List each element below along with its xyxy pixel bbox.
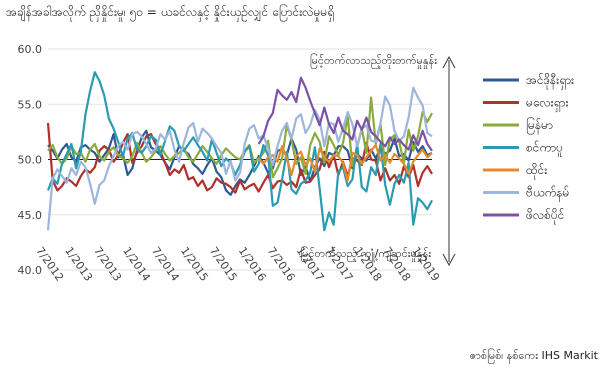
y-tick-label: 55.0 — [18, 98, 43, 111]
legend-label: အင်ဒိုနီးရှား — [526, 72, 574, 90]
direction-arrows — [442, 55, 456, 267]
x-tick-label: 1/2015 — [178, 245, 211, 284]
x-tick-label: 1/2016 — [236, 245, 269, 284]
legend-label: စင်ကာပူ — [526, 140, 563, 158]
series-line-6 — [257, 76, 433, 152]
series-line-2 — [47, 96, 433, 179]
legend-label: မြန်မာ — [526, 116, 553, 135]
series-line-5 — [46, 86, 433, 231]
legend: အင်ဒိုနီးရှားမလေးရှားမြန်မာစင်ကာပူထိုင်း… — [483, 72, 574, 225]
x-tick-label: 1/2013 — [62, 245, 95, 284]
y-tick-label: 45.0 — [18, 209, 43, 222]
chart-title: အချိန်အခါအလိုက် ညှိနှိုင်းမှု၊ ၅၀ = ယခင်… — [6, 5, 335, 19]
y-tick-label: 40.0 — [18, 264, 43, 277]
y-tick-label: 60.0 — [18, 43, 43, 56]
legend-label: မလေးရှား — [526, 96, 569, 113]
series-line-3 — [46, 71, 433, 232]
x-tick-label: 7/2014 — [149, 245, 182, 284]
x-tick-label: 7/2016 — [265, 245, 298, 284]
annotation-bottom: မြင့်တက်သည့် ကျုံ့/ကျဆင်းမှုနှုန်း — [300, 246, 431, 262]
x-tick-label: 7/2013 — [91, 245, 124, 284]
x-tick-label: 7/2015 — [207, 245, 240, 284]
legend-label: ထိုင်း — [526, 162, 547, 180]
legend-label: ဗီယက်နမ် — [526, 185, 569, 203]
annotation-top: မြင့်တက်လာသည့်တိုးတက်မှုနှုန်း — [310, 53, 437, 69]
source-note: ဇာစ်မြစ်၊ နစ်ကေး IHS Markit — [469, 349, 598, 362]
legend-label: ဖိလစ်ပိုင် — [526, 207, 564, 225]
x-tick-label: 1/2014 — [120, 245, 153, 284]
series-line-4 — [257, 144, 433, 182]
y-tick-label: 50.0 — [18, 154, 43, 167]
